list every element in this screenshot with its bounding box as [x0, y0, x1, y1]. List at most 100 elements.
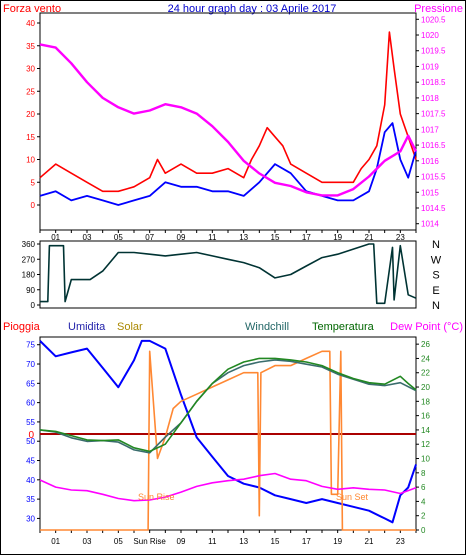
- climate-x-axis-tick-label: 05: [114, 537, 123, 546]
- series-pressione: [39, 43, 418, 197]
- pressure-axis-tick-label: 1018: [421, 94, 439, 103]
- humidity-axis-tick-label: 75: [26, 341, 35, 350]
- pressure-axis-tick-label: 1016: [421, 157, 439, 166]
- series-forza-vento: [39, 31, 417, 193]
- climate-x-axis-tick-label: 03: [83, 537, 92, 546]
- wind-x-axis-tick-label: 23: [396, 233, 405, 242]
- pressure-axis-tick-label: 1020.5: [421, 15, 446, 24]
- direction-axis-tick-label: 360: [22, 240, 36, 249]
- climate-x-axis-tick-label: Sun Rise: [133, 537, 166, 546]
- pressure-axis-tick-label: 1019.5: [421, 47, 446, 56]
- humidity-axis-tick-label: 65: [26, 379, 35, 388]
- direction-axis-tick-label: 0: [31, 301, 36, 310]
- pressure-axis-tick-label: 1016.5: [421, 141, 446, 150]
- temperature-axis-tick-label: 6: [421, 483, 426, 492]
- climate-x-axis-tick-label: 17: [302, 537, 311, 546]
- wind-axis-tick-label: 25: [26, 87, 35, 96]
- wind-series: [39, 31, 418, 206]
- wind-axis-tick-label: 5: [31, 178, 36, 187]
- pressure-axis-tick-label: 1015: [421, 188, 439, 197]
- temperature-axis-tick-label: 20: [421, 383, 430, 392]
- wind-axis-tick-label: 30: [26, 65, 35, 74]
- pressure-axis-tick-label: 1017.5: [421, 110, 446, 119]
- climate-series: [39, 339, 417, 531]
- temperature-axis-tick-label: 16: [421, 412, 430, 421]
- temperature-axis-tick-label: 8: [421, 469, 426, 478]
- wind-axis-tick-label: 15: [26, 133, 35, 142]
- climate-x-axis-tick-label: 13: [239, 537, 248, 546]
- wind-y-axis: 0 5 10 15 20 25 30 35 40: [26, 19, 40, 210]
- climate-x-axis-tick-label: 01: [51, 537, 60, 546]
- windchill-label: Windchill: [245, 321, 289, 333]
- temperature-axis-tick-label: 12: [421, 440, 430, 449]
- dewpoint-label: Dew Point (°C): [390, 321, 463, 333]
- climate-x-axis: 01 03 05 Sun Rise 09 11 13 15 17 19 21 23: [39, 530, 417, 546]
- direction-axis-tick-label: 180: [22, 271, 36, 280]
- wind-axis-tick-label: 20: [26, 110, 35, 119]
- humidity-axis-tick-label: 60: [26, 399, 35, 408]
- temperature-axis-tick-label: 14: [421, 426, 430, 435]
- sunrise-annotation: Sun Rise: [138, 492, 175, 502]
- series-dew-point: [39, 472, 417, 502]
- humidity-axis-tick-label: 40: [26, 476, 35, 485]
- series-windchill: [39, 359, 417, 454]
- series-vento: [39, 122, 417, 206]
- direction-y-axis: 0 90 180 270 360: [22, 240, 40, 310]
- temperature-label: Temperatura: [312, 321, 375, 333]
- temperature-axis-tick-label: 10: [421, 455, 430, 464]
- wind-x-axis: 01 03 05 07 09 11 13 15 17 19 21 23: [39, 230, 417, 242]
- wind-x-axis-tick-label: 11: [208, 233, 217, 242]
- compass-label: N: [432, 239, 440, 251]
- wind-x-axis-tick-label: 19: [333, 233, 342, 242]
- climate-x-axis-tick-label: 21: [365, 537, 374, 546]
- compass-label: E: [432, 285, 439, 297]
- pressure-axis-tick-label: 1017: [421, 125, 439, 134]
- humidity-axis-tick-label: 70: [26, 360, 35, 369]
- sunset-annotation: Sun Set: [336, 492, 369, 502]
- direction-series: [40, 243, 417, 305]
- pressure-axis-tick-label: 1014: [421, 220, 439, 229]
- temperature-axis-tick-label: 18: [421, 397, 430, 406]
- climate-x-axis-tick-label: 19: [333, 537, 342, 546]
- wind-x-axis-tick-label: 03: [83, 233, 92, 242]
- temperature-axis-tick-label: 2: [421, 512, 426, 521]
- series-temperatura: [39, 357, 417, 453]
- temperature-axis-tick-label: 0: [421, 526, 426, 535]
- humidity-axis-tick-label: 30: [26, 514, 35, 523]
- humidity-y-axis: 30 35 40 45 50 55 60 65 70 75: [26, 341, 40, 523]
- rain-label: Pioggia: [3, 321, 41, 333]
- wind-x-axis-tick-label: 01: [51, 233, 60, 242]
- climate-x-axis-tick-label: 11: [208, 537, 217, 546]
- humidity-label: Umidita: [68, 321, 106, 333]
- solar-label: Solar: [117, 321, 143, 333]
- wind-x-axis-tick-label: 07: [145, 233, 154, 242]
- pressure-axis-tick-label: 1015.5: [421, 173, 446, 182]
- pressure-axis-tick-label: 1020: [421, 31, 439, 40]
- temperature-axis-tick-label: 4: [421, 497, 426, 506]
- wind-x-axis-tick-label: 13: [239, 233, 248, 242]
- humidity-axis-tick-label: 55: [26, 418, 35, 427]
- wind-x-axis-tick-label: 15: [271, 233, 280, 242]
- wind-axis-label: Forza vento: [3, 3, 61, 15]
- temperature-axis-tick-label: 24: [421, 354, 430, 363]
- temperature-axis-tick-label: 26: [421, 340, 430, 349]
- compass-label: N: [432, 300, 440, 312]
- compass-label: S: [432, 270, 439, 282]
- pressure-y-axis: 1014 1014.5 1015 1015.5 1016 1016.5 1017 1017.5…: [416, 15, 446, 229]
- temperature-axis-tick-label: 22: [421, 369, 430, 378]
- rain-zero-label: 0: [28, 430, 34, 441]
- direction-axis-tick-label: 270: [22, 255, 36, 264]
- humidity-axis-tick-label: 50: [26, 437, 35, 446]
- pressure-axis-tick-label: 1019: [421, 62, 439, 71]
- wind-x-axis-tick-label: 17: [302, 233, 311, 242]
- wind-axis-tick-label: 40: [26, 19, 35, 28]
- humidity-axis-tick-label: 45: [26, 457, 35, 466]
- series-direzione: [40, 243, 417, 305]
- wind-x-axis-tick-label: 05: [114, 233, 123, 242]
